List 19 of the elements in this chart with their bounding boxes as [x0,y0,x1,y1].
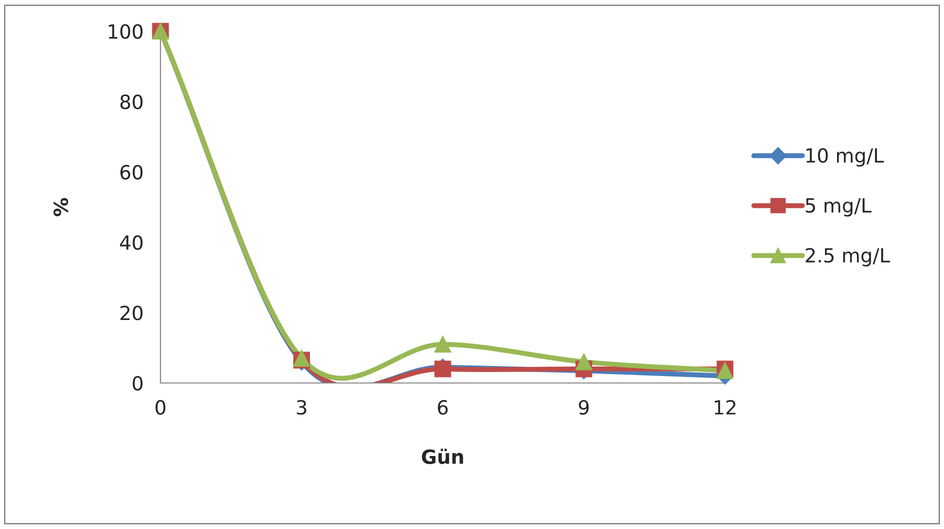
y-axis-title: % [54,198,68,216]
point [434,336,452,353]
point [576,354,592,370]
x-axis-title: Gün [422,448,464,464]
legend-label: 5 mg/L [806,198,872,217]
y-tick-label: 40 [120,235,143,250]
x-tick-label: 0 [156,400,166,415]
y-tick-label: 100 [108,24,143,39]
legend-label: 10 mg/L [806,148,884,167]
point [434,360,452,378]
x-tick-label: 9 [578,400,589,415]
y-tick-label: 60 [120,164,143,180]
y-tick-label: 80 [120,94,143,110]
x-tick-label: 6 [438,400,448,415]
legend-label: 2.5 mg/L [806,248,890,266]
y-tick-label: 0 [132,376,143,391]
x-tick-label: 3 [296,400,306,415]
y-tick-label: 20 [120,306,143,320]
x-tick-label: 12 [714,400,736,414]
